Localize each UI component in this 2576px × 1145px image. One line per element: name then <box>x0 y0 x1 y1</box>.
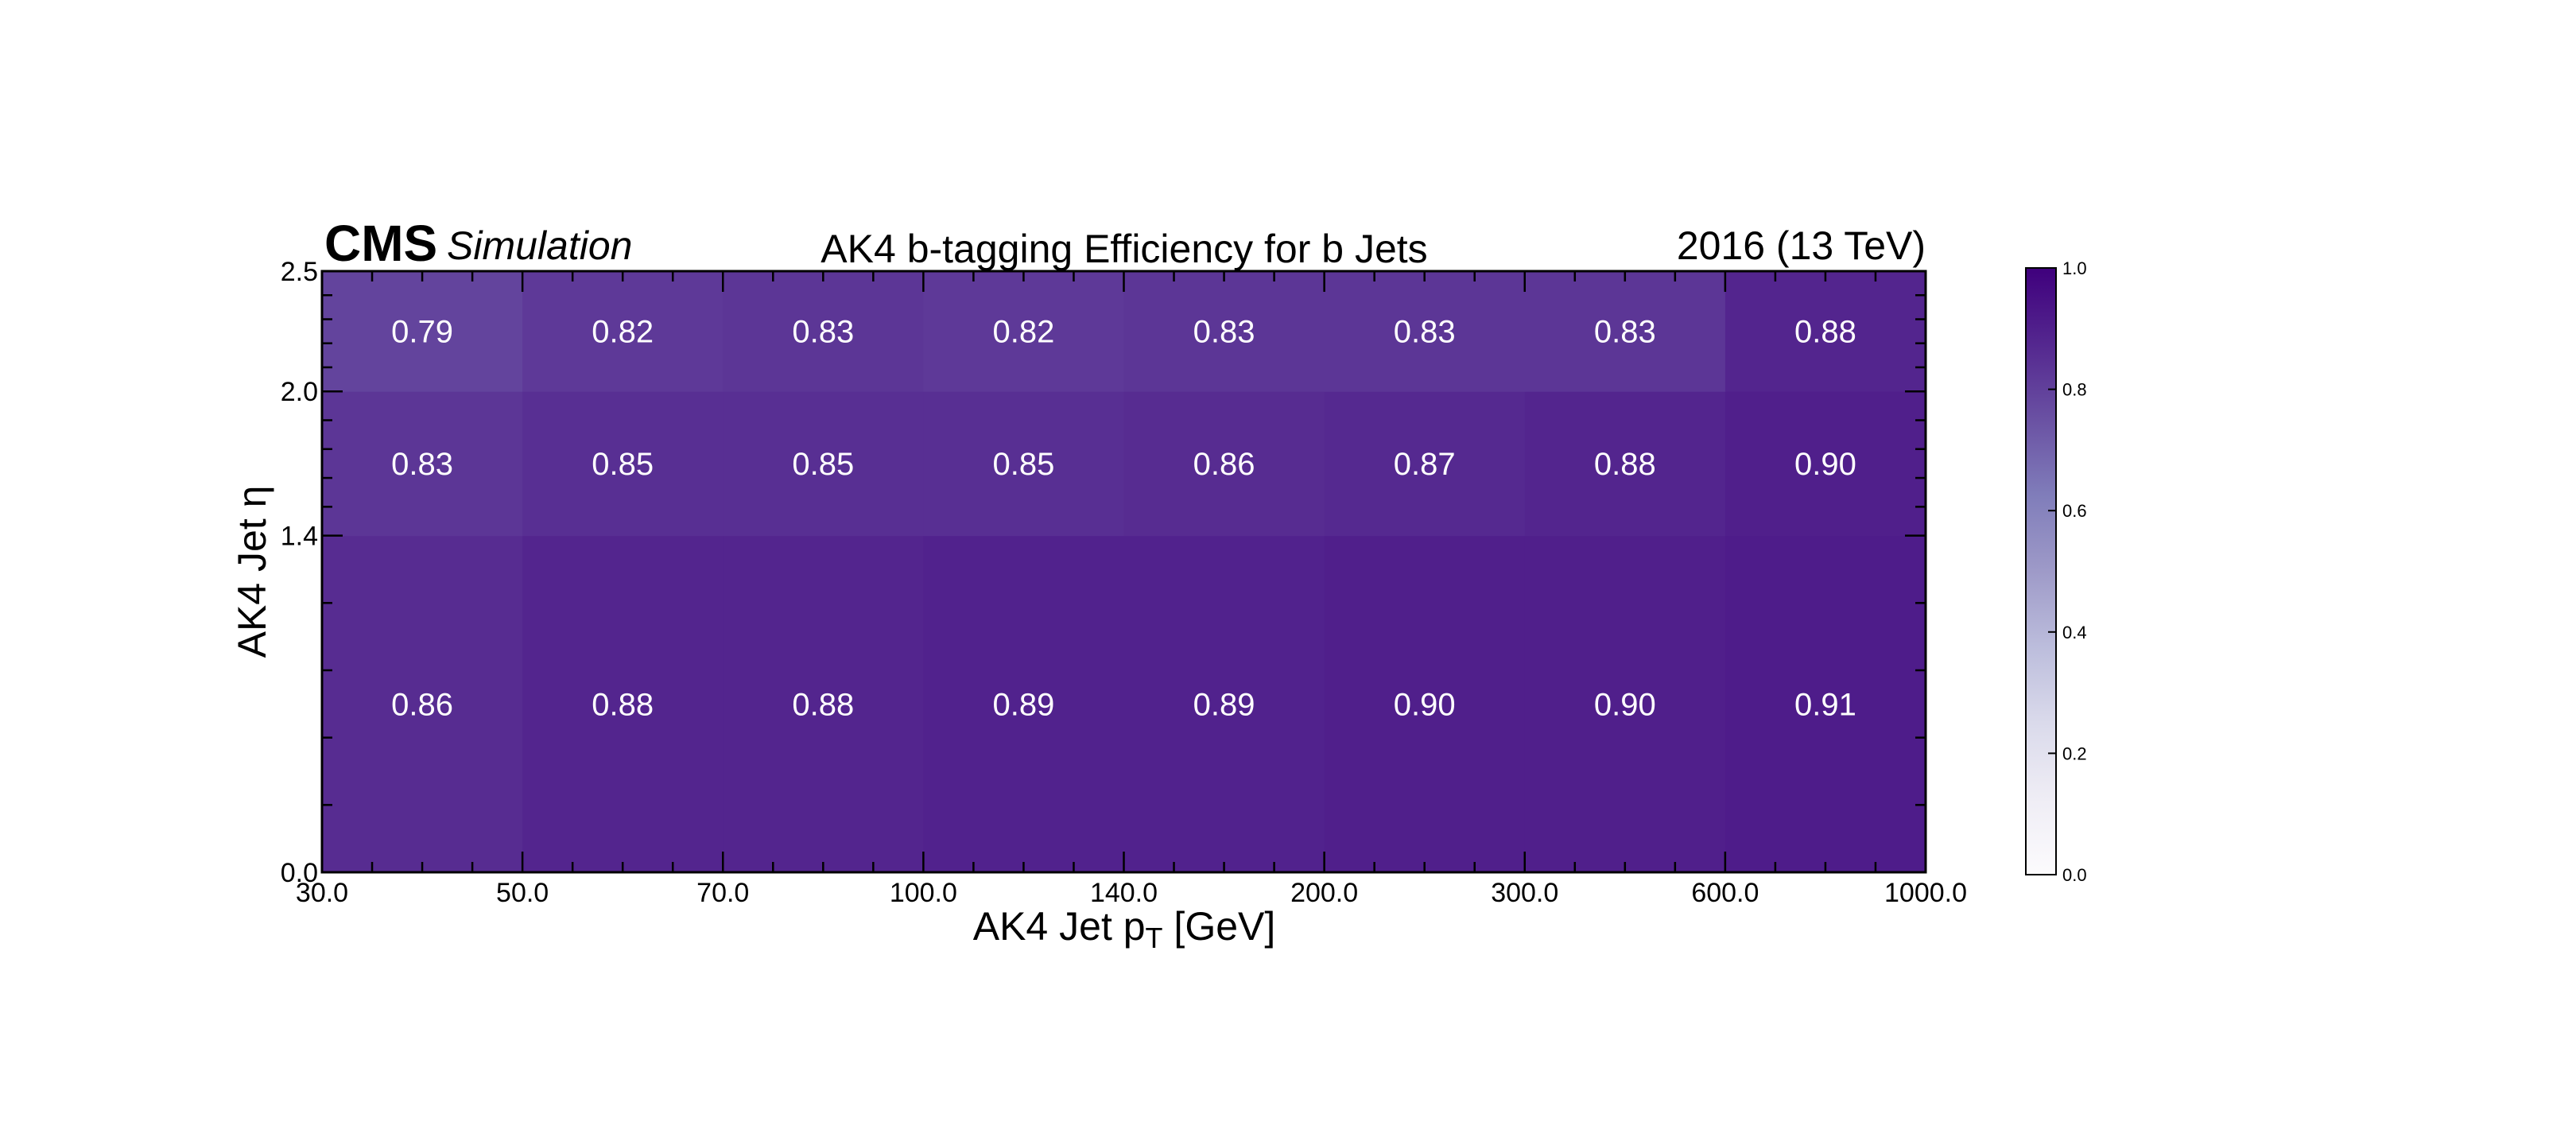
heatmap-cells <box>322 271 1926 873</box>
heatmap-cell <box>1324 535 1526 873</box>
heatmap-cell <box>522 271 724 392</box>
x-tick-label: 600.0 <box>1691 878 1759 908</box>
heatmap-cell-label: 0.88 <box>592 687 654 722</box>
y-tick-label: 2.5 <box>281 257 318 287</box>
y-tick-label: 1.4 <box>281 522 318 552</box>
heatmap-cell-label: 0.88 <box>1794 315 1856 350</box>
experiment-sublabel: Simulation <box>447 223 632 268</box>
cell-value-labels: 0.86 0.88 0.88 0.89 0.89 0.90 0.90 0.91 0.83 0.85… <box>391 315 1856 723</box>
heatmap-cell-label: 0.88 <box>1594 447 1656 482</box>
lumi-label: 2016 (13 TeV) <box>1677 223 1926 268</box>
heatmap-cell <box>522 391 724 537</box>
x-tick-label: 70.0 <box>696 878 749 908</box>
y-tick-labels: 0.0 1.4 2.0 2.5 <box>281 257 318 888</box>
x-tick-label: 100.0 <box>890 878 957 908</box>
heatmap-cell <box>1524 271 1726 392</box>
heatmap-cell-label: 0.83 <box>1594 315 1656 350</box>
heatmap-cell <box>1123 391 1325 537</box>
heatmap-cell <box>1724 271 1926 392</box>
x-tick-label: 300.0 <box>1491 878 1558 908</box>
heatmap-cell-label: 0.85 <box>792 447 854 482</box>
heatmap-cell <box>1724 391 1926 537</box>
heatmap-cell-label: 0.82 <box>592 315 654 350</box>
x-axis-title-unit: [GeV] <box>1163 904 1276 949</box>
axis-ticks <box>320 270 1927 874</box>
heatmap-cell <box>723 271 924 392</box>
heatmap-cell <box>322 535 523 873</box>
heatmap-cell <box>322 391 523 537</box>
experiment-label: CMS <box>324 215 437 272</box>
heatmap-cell <box>1123 271 1325 392</box>
heatmap-cell-label: 0.90 <box>1594 687 1656 722</box>
heatmap-cell <box>1324 391 1526 537</box>
heatmap-cell-label: 0.86 <box>391 687 453 722</box>
heatmap-cell <box>322 271 523 392</box>
chart-title: AK4 b-tagging Efficiency for b Jets <box>821 227 1427 271</box>
heatmap-cell <box>723 535 924 873</box>
x-tick-label: 30.0 <box>296 878 348 908</box>
heatmap-cell <box>723 391 924 537</box>
x-tick-label: 1000.0 <box>1884 878 1967 908</box>
colorbar-tick-label: 0.2 <box>2062 743 2087 763</box>
heatmap-cell-label: 0.87 <box>1394 447 1456 482</box>
heatmap-cell <box>923 535 1124 873</box>
heatmap-cell <box>522 535 724 873</box>
heatmap-cell-label: 0.91 <box>1794 687 1856 722</box>
heatmap-cell-label: 0.82 <box>993 315 1055 350</box>
heatmap-cell-label: 0.83 <box>792 315 854 350</box>
heatmap-cell-label: 0.83 <box>391 447 453 482</box>
heatmap-cell-label: 0.89 <box>1193 687 1255 722</box>
colorbar-tick-label: 0.4 <box>2062 623 2087 642</box>
colorbar-tick-label: 0.8 <box>2062 380 2087 400</box>
heatmap-cell-label: 0.90 <box>1394 687 1456 722</box>
x-tick-label: 140.0 <box>1090 878 1158 908</box>
heatmap-cell <box>1524 535 1726 873</box>
heatmap-cell <box>923 391 1124 537</box>
heatmap-cell-label: 0.79 <box>391 315 453 350</box>
x-axis-title: AK4 Jet pT [GeV] <box>973 904 1276 954</box>
heatmap-cell-label: 0.88 <box>792 687 854 722</box>
heatmap-cell <box>1724 535 1926 873</box>
y-tick-label: 0.0 <box>281 858 318 888</box>
heatmap-cell-label: 0.89 <box>993 687 1055 722</box>
y-axis-title: AK4 Jet η <box>230 486 274 658</box>
heatmap-cell <box>1324 271 1526 392</box>
colorbar-tick-label: 1.0 <box>2062 258 2087 278</box>
heatmap-cell <box>923 271 1124 392</box>
heatmap-cell-label: 0.85 <box>993 447 1055 482</box>
colorbar-ticks: 0.0 0.2 0.4 0.6 0.8 1.0 <box>2048 258 2087 885</box>
x-tick-label: 50.0 <box>496 878 549 908</box>
heatmap-cell-label: 0.90 <box>1794 447 1856 482</box>
heatmap-cell-label: 0.83 <box>1193 315 1255 350</box>
heatmap-cell-label: 0.83 <box>1394 315 1456 350</box>
x-axis-title-sub: T <box>1146 922 1163 954</box>
colorbar <box>2025 267 2057 875</box>
y-tick-label: 2.0 <box>281 377 318 407</box>
x-tick-labels: 30.0 50.0 70.0 100.0 140.0 200.0 300.0 600.0 100… <box>296 878 1967 908</box>
heatmap-cell <box>1123 535 1325 873</box>
x-tick-label: 200.0 <box>1290 878 1358 908</box>
heatmap-cell-label: 0.85 <box>592 447 654 482</box>
heatmap-cell <box>1524 391 1726 537</box>
heatmap-cell-label: 0.86 <box>1193 447 1255 482</box>
colorbar-tick-label: 0.0 <box>2062 865 2087 885</box>
x-axis-title-main: AK4 Jet p <box>973 904 1146 949</box>
colorbar-tick-label: 0.6 <box>2062 501 2087 521</box>
